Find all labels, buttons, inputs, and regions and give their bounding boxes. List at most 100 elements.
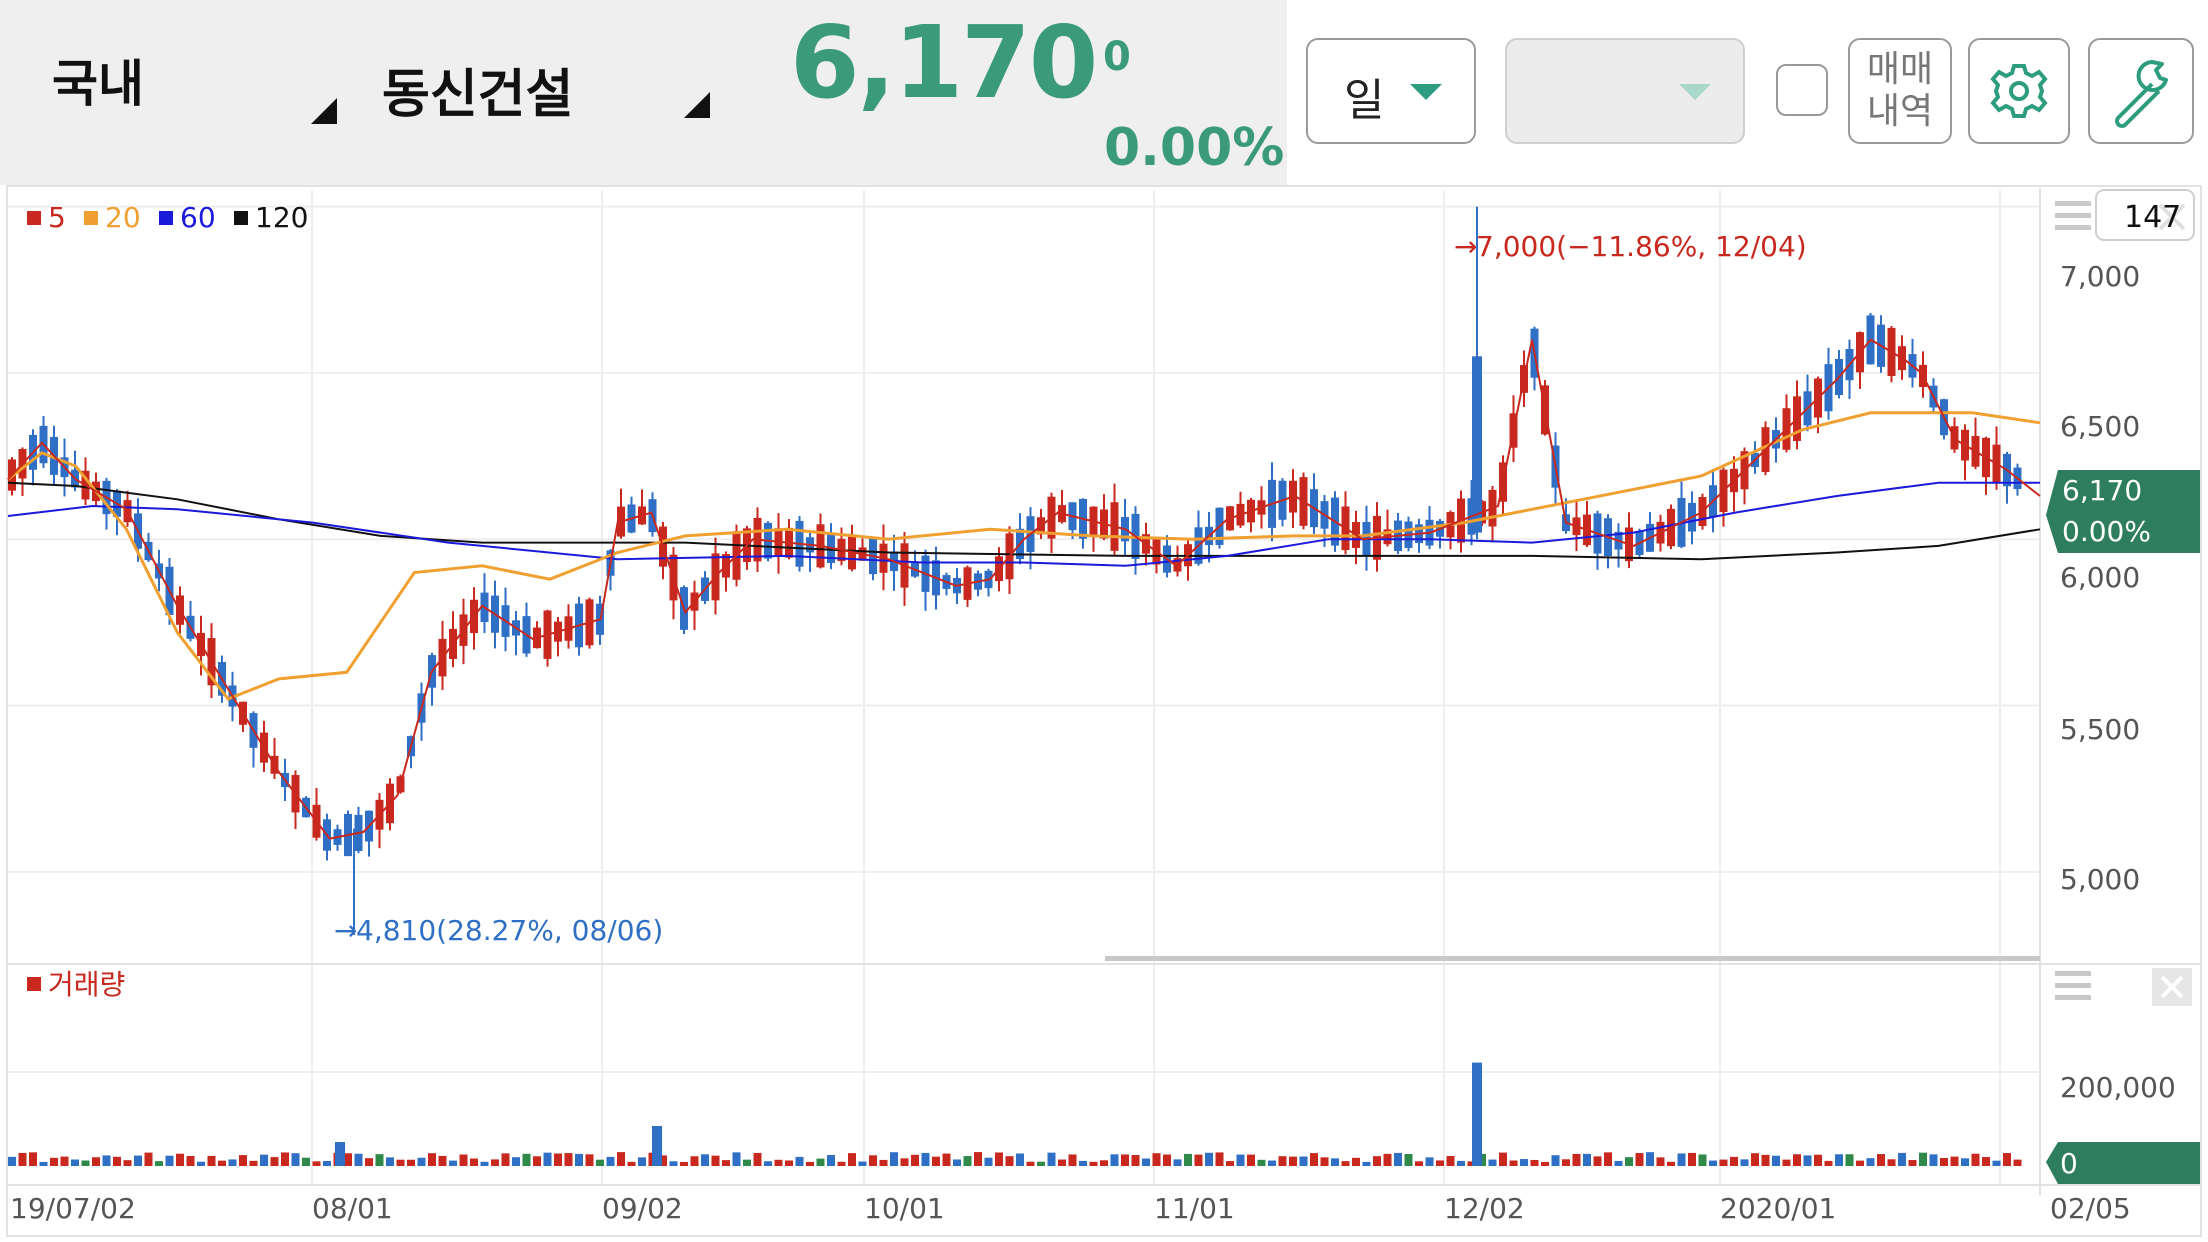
- volume-bar: [774, 1159, 783, 1166]
- volume-bar: [533, 1156, 541, 1166]
- volume-current-value: 0: [2060, 1147, 2078, 1180]
- volume-current-tag: [2046, 1142, 2200, 1184]
- volume-bar: [1457, 1160, 1465, 1166]
- volume-menu-icon[interactable]: [2055, 971, 2091, 1000]
- volume-bar: [1541, 1161, 1549, 1166]
- volume-bar: [176, 1153, 184, 1166]
- tools-button[interactable]: [2088, 38, 2194, 144]
- volume-legend: 거래량: [48, 968, 125, 1001]
- x-tick: 02/05: [2050, 1192, 2131, 1225]
- visible-count: 147: [2124, 200, 2181, 235]
- volume-bar: [228, 1159, 237, 1166]
- volume-bar: [827, 1155, 835, 1166]
- volume-bar: [890, 1152, 898, 1166]
- volume-bar: [449, 1160, 457, 1166]
- volume-bar: [113, 1156, 121, 1166]
- volume-bar: [1341, 1161, 1350, 1166]
- menu-icon[interactable]: [2055, 201, 2091, 230]
- volume-bar: [1467, 1161, 1476, 1166]
- volume-bar: [1530, 1159, 1539, 1166]
- close-icon[interactable]: [2158, 203, 2186, 231]
- volume-bar: [438, 1155, 447, 1166]
- volume-bar: [1226, 1161, 1234, 1166]
- legend-swatch-ma120: [234, 211, 248, 225]
- volume-bar: [680, 1161, 688, 1166]
- volume-bar: [1751, 1153, 1759, 1166]
- volume-bar: [732, 1152, 741, 1166]
- volume-bar: [858, 1161, 867, 1166]
- volume-bar: [1593, 1156, 1602, 1166]
- x-tick: 08/01: [312, 1192, 393, 1225]
- chart-frame: [6, 185, 2202, 1237]
- horizontal-scrollbar[interactable]: [1105, 956, 2040, 961]
- volume-bar: [984, 1157, 993, 1166]
- ma5-line: [7, 338, 2041, 840]
- volume-bar: [554, 1153, 562, 1166]
- volume-bar: [197, 1161, 205, 1166]
- settings-button[interactable]: [1968, 38, 2070, 144]
- volume-bar: [1646, 1152, 1654, 1166]
- volume-bar: [1446, 1156, 1455, 1166]
- trade-history-label-2: 내역: [1866, 91, 1934, 132]
- volume-bar: [932, 1156, 940, 1166]
- volume-bars: [8, 1062, 2022, 1166]
- volume-bar: [1950, 1156, 1959, 1166]
- volume-bar: [1236, 1154, 1245, 1166]
- volume-bar: [1698, 1154, 1707, 1166]
- legend-swatch-ma60: [159, 211, 173, 225]
- volume-y-tick: 200,000: [2060, 1071, 2176, 1104]
- legend-ma120: 120: [255, 201, 308, 234]
- volume-bar: [1026, 1161, 1035, 1166]
- stock-dropdown-icon[interactable]: [684, 92, 710, 118]
- volume-bar: [1635, 1153, 1644, 1166]
- volume-bar: [29, 1152, 37, 1166]
- volume-bar: [1793, 1154, 1801, 1166]
- volume-bar: [155, 1161, 163, 1166]
- volume-bar: [1394, 1152, 1402, 1166]
- option-checkbox[interactable]: [1776, 64, 1828, 116]
- quote-area: 국내 동신건설 6,170 0 0.00%: [0, 0, 1287, 185]
- visible-count-box[interactable]: [2095, 189, 2195, 241]
- chevron-down-icon: [1679, 84, 1711, 100]
- secondary-select[interactable]: [1505, 38, 1745, 144]
- market-dropdown-icon[interactable]: [311, 98, 337, 124]
- volume-bar: [596, 1159, 604, 1166]
- volume-bar: [1856, 1160, 1864, 1166]
- volume-bar: [1709, 1160, 1717, 1166]
- volume-bar: [365, 1158, 373, 1166]
- legend-ma20: 20: [105, 201, 141, 234]
- volume-bar: [186, 1155, 195, 1166]
- volume-bar: [1362, 1161, 1371, 1166]
- volume-bar: [1079, 1160, 1087, 1166]
- volume-bar: [323, 1160, 331, 1166]
- volume-bar: [1656, 1157, 1665, 1166]
- trade-history-button[interactable]: 매매 내역: [1848, 38, 1952, 144]
- market-label[interactable]: 국내: [52, 55, 144, 113]
- period-select[interactable]: 일: [1306, 38, 1476, 144]
- volume-bar: [470, 1158, 478, 1166]
- volume-bar: [1068, 1154, 1077, 1166]
- y-tick: 7,000: [2060, 260, 2140, 293]
- volume-bar: [1268, 1160, 1276, 1166]
- volume-bar: [1110, 1154, 1119, 1166]
- volume-bar: [1194, 1154, 1203, 1166]
- volume-bar: [270, 1157, 279, 1166]
- volume-close-icon[interactable]: [2152, 968, 2192, 1006]
- stock-name[interactable]: 동신건설: [382, 65, 574, 125]
- volume-bar: [1184, 1153, 1192, 1166]
- volume-bar: [1205, 1152, 1213, 1166]
- volume-bar: [585, 1154, 594, 1166]
- volume-bar: [1016, 1153, 1024, 1166]
- volume-bar: [102, 1155, 111, 1166]
- y-tick: 5,000: [2060, 863, 2140, 896]
- volume-bar: [1436, 1160, 1444, 1166]
- volume-bar: [1992, 1160, 2001, 1166]
- volume-bar: [652, 1126, 662, 1166]
- volume-bar: [71, 1159, 79, 1166]
- volume-bar: [1142, 1158, 1150, 1166]
- volume-bar: [564, 1153, 573, 1166]
- candle-body: [1472, 356, 1482, 533]
- volume-bar: [1898, 1152, 1906, 1166]
- volume-bar: [1121, 1154, 1129, 1166]
